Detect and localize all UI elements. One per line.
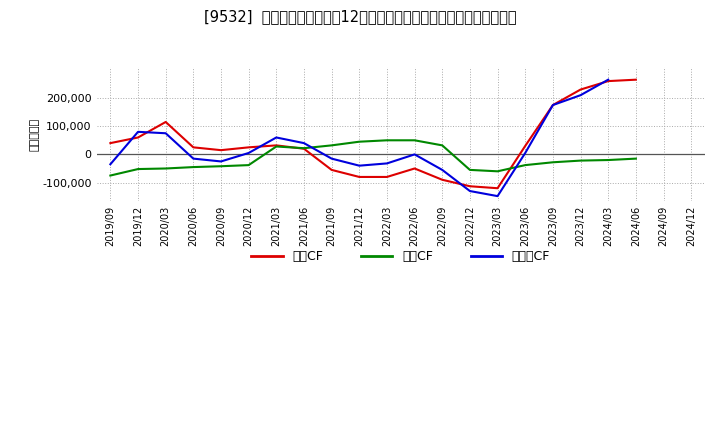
Text: [9532]  キャッシュフローの12か月移動合計の対前年同期増減額の推移: [9532] キャッシュフローの12か月移動合計の対前年同期増減額の推移 xyxy=(204,9,516,24)
Legend: 営業CF, 投賀CF, フリーCF: 営業CF, 投賀CF, フリーCF xyxy=(246,246,555,268)
Y-axis label: （百万円）: （百万円） xyxy=(30,117,40,150)
